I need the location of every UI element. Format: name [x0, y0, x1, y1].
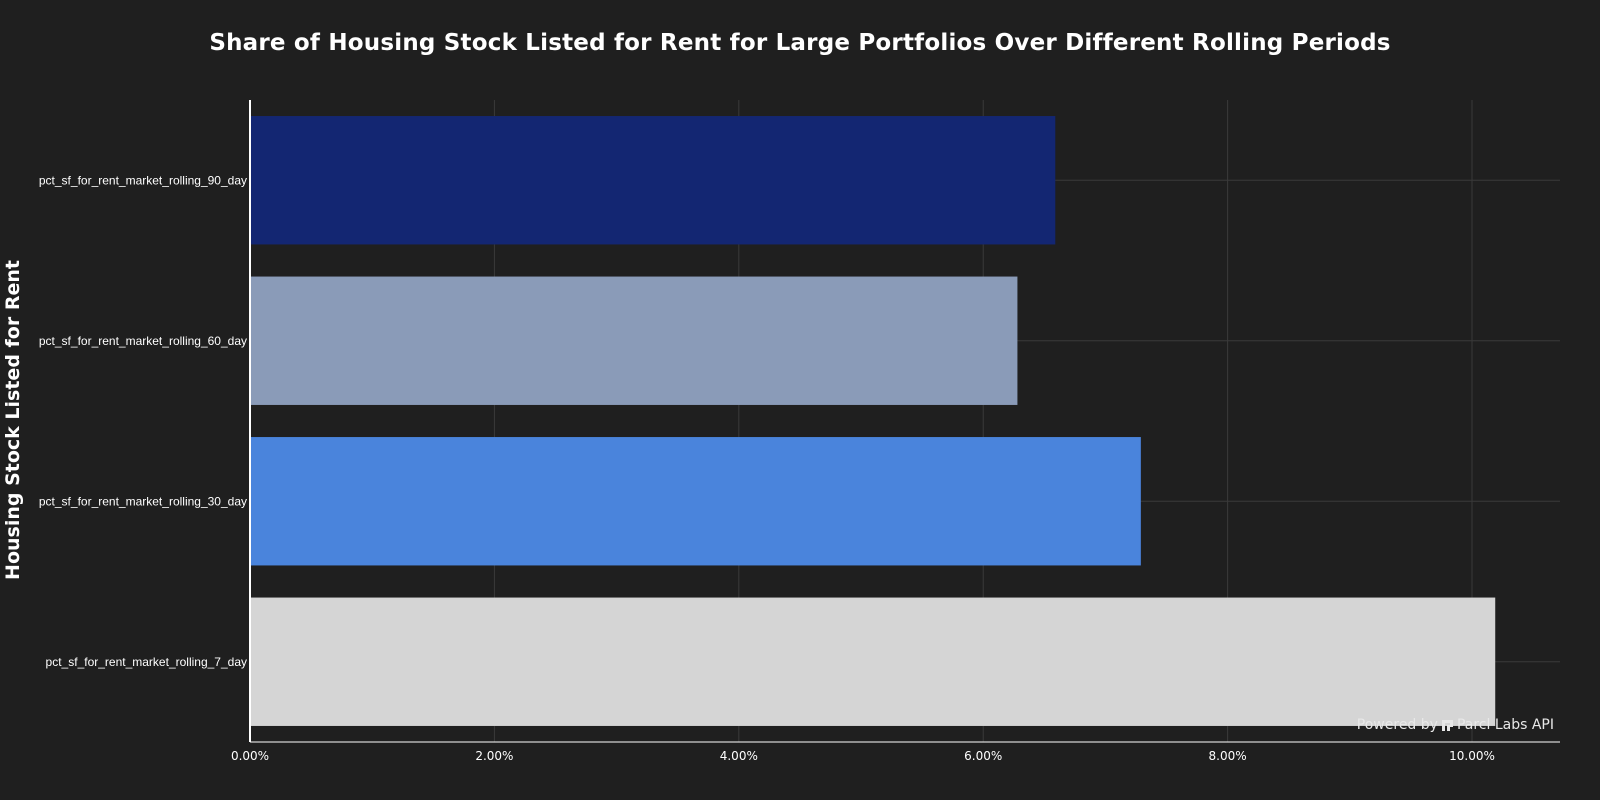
- y-tick-label: pct_sf_for_rent_market_rolling_60_day: [39, 334, 247, 348]
- bars: [250, 116, 1496, 726]
- x-tick-label: 10.00%: [1449, 749, 1495, 763]
- x-tick-label: 6.00%: [964, 749, 1002, 763]
- y-tick-label: pct_sf_for_rent_market_rolling_90_day: [39, 173, 247, 187]
- bar[interactable]: [250, 276, 1018, 405]
- bar[interactable]: [250, 437, 1141, 566]
- x-tick-label: 2.00%: [475, 749, 513, 763]
- y-tick-label: pct_sf_for_rent_market_rolling_30_day: [39, 494, 247, 508]
- x-tick-label: 0.00%: [231, 749, 269, 763]
- x-tick-label: 8.00%: [1209, 749, 1247, 763]
- bar[interactable]: [250, 116, 1056, 245]
- watermark-brand: Parcl Labs API: [1456, 717, 1554, 733]
- parcl-logo-icon: [1441, 719, 1453, 731]
- watermark-prefix: Powered by: [1356, 717, 1438, 733]
- axes: [249, 100, 1560, 743]
- bar[interactable]: [250, 597, 1496, 726]
- chart-title: Share of Housing Stock Listed for Rent f…: [209, 30, 1391, 56]
- y-tick-label: pct_sf_for_rent_market_rolling_7_day: [46, 655, 247, 669]
- x-tick-label: 4.00%: [720, 749, 758, 763]
- watermark: Powered by Parcl Labs API: [1357, 717, 1554, 733]
- tick-labels: pct_sf_for_rent_market_rolling_90_daypct…: [39, 173, 1495, 763]
